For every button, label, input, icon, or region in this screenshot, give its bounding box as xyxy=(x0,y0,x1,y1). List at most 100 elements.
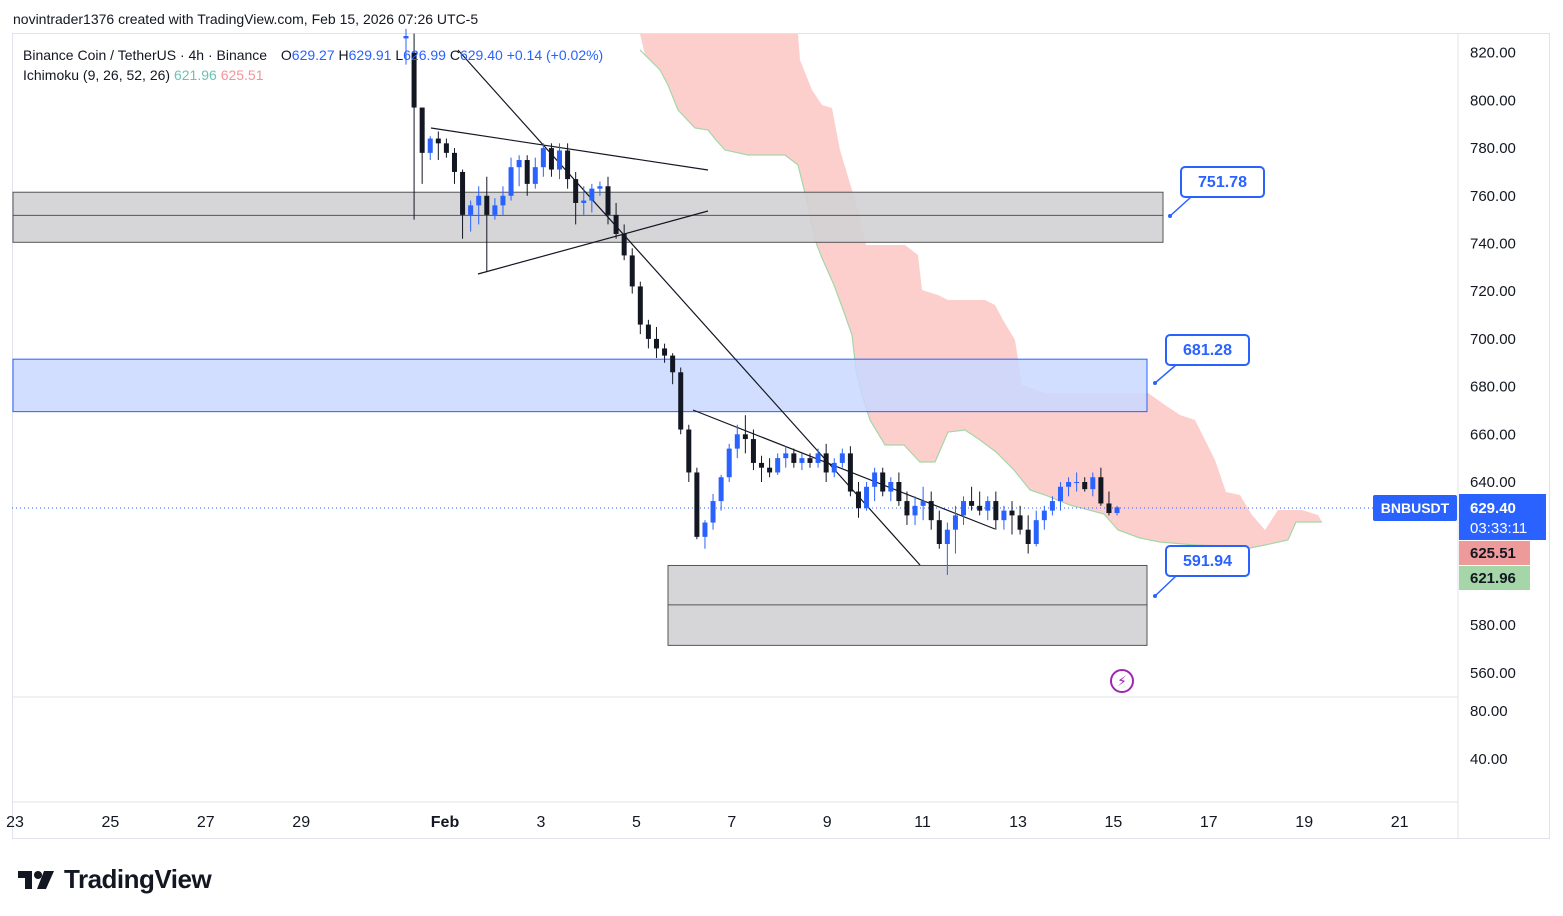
symbol-name[interactable]: Binance Coin / TetherUS · 4h · Binance xyxy=(23,47,268,63)
candle xyxy=(1049,496,1055,516)
indicator-name[interactable]: Ichimoku (9, 26, 52, 26) xyxy=(23,67,171,83)
callout-pointer xyxy=(1154,364,1177,384)
lightning-icon[interactable]: ⚡ xyxy=(1110,669,1134,693)
candle-body xyxy=(775,458,781,473)
candle-body xyxy=(581,200,587,203)
candle-body xyxy=(694,472,700,537)
chart-legend: Binance Coin / TetherUS · 4h · Binance O… xyxy=(23,45,603,85)
candle xyxy=(775,453,781,475)
candle-body xyxy=(864,486,870,509)
callout-anchor xyxy=(1153,594,1157,598)
time-tick-label: 11 xyxy=(914,814,931,831)
price-tick-label: 780.00 xyxy=(1470,140,1516,157)
candle xyxy=(920,486,926,521)
time-tick-label: 5 xyxy=(632,814,641,831)
candle xyxy=(1074,472,1080,492)
candle-body xyxy=(629,255,635,287)
last-price-text: 629.40 xyxy=(1470,500,1516,517)
time-tick-label: Feb xyxy=(431,814,460,831)
indicator-value-red: 625.51 xyxy=(220,67,264,83)
candle xyxy=(1082,477,1088,492)
candle-body xyxy=(443,143,449,153)
candle-body xyxy=(823,453,829,473)
high-value: 629.91 xyxy=(348,47,392,63)
brand-name: TradingView xyxy=(64,864,212,894)
candle xyxy=(750,429,756,471)
candle xyxy=(508,157,514,201)
price-tick-label: 760.00 xyxy=(1470,188,1516,205)
candle xyxy=(952,505,958,554)
candle xyxy=(1090,472,1096,497)
candle-body xyxy=(540,148,546,168)
low-label: L xyxy=(395,47,404,63)
candle xyxy=(791,448,797,468)
tradingview-logo-icon xyxy=(18,870,54,889)
candle-body xyxy=(977,505,983,511)
candle-body xyxy=(1057,486,1063,502)
indicator-legend-row[interactable]: Ichimoku (9, 26, 52, 26) 621.96 625.51 xyxy=(23,65,603,85)
minor-downtrend-line xyxy=(692,409,996,530)
candle-body xyxy=(1082,482,1088,490)
triangle-lower-line xyxy=(477,210,709,275)
candle-body xyxy=(969,501,975,506)
candle-body xyxy=(750,439,756,463)
candle xyxy=(831,458,837,478)
price-tick-label: 660.00 xyxy=(1470,426,1516,443)
price-callout[interactable]: 751.78 xyxy=(1168,166,1265,218)
callout-pointer xyxy=(1154,575,1177,597)
tradingview-logo[interactable]: TradingView xyxy=(16,864,212,895)
candle-body xyxy=(557,150,563,170)
candle-body xyxy=(767,467,773,473)
candle-body xyxy=(734,434,740,449)
candle xyxy=(872,467,878,502)
candle-body xyxy=(815,453,821,463)
candle xyxy=(783,446,789,468)
candle xyxy=(742,415,748,454)
candle-body xyxy=(1041,510,1047,521)
candle xyxy=(557,143,563,180)
high-label: H xyxy=(338,47,349,63)
price-callout[interactable]: 681.28 xyxy=(1153,334,1250,385)
symbol-badge[interactable]: BNBUSDT xyxy=(1373,495,1457,521)
candle-body xyxy=(952,515,958,530)
resistance-zone-mid xyxy=(12,358,1148,413)
candle-body xyxy=(791,453,797,463)
candle-body xyxy=(645,324,651,339)
candle-body xyxy=(589,188,595,201)
time-tick-label: 7 xyxy=(727,814,736,831)
candle xyxy=(605,176,611,225)
open-value: 629.27 xyxy=(291,47,335,63)
candle-body xyxy=(702,522,708,537)
candle xyxy=(1033,510,1039,547)
candle xyxy=(637,281,643,335)
time-tick-label: 27 xyxy=(197,814,215,831)
cloud-lower-edge xyxy=(639,49,1322,549)
candle xyxy=(1057,482,1063,511)
close-label: C xyxy=(449,47,460,63)
symbol-legend-row[interactable]: Binance Coin / TetherUS · 4h · Binance O… xyxy=(23,45,603,65)
candle xyxy=(759,455,765,482)
candle xyxy=(460,169,466,239)
price-tick-label: 800.00 xyxy=(1470,92,1516,109)
candle xyxy=(985,496,991,521)
candle-body xyxy=(403,36,409,39)
candle-body xyxy=(855,491,861,509)
candle-body xyxy=(613,214,619,234)
candle xyxy=(548,143,554,177)
candle-body xyxy=(1114,507,1120,514)
price-callout[interactable]: 591.94 xyxy=(1153,545,1250,598)
lower-pane-tick-label: 80.00 xyxy=(1470,703,1508,720)
price-tick-label: 580.00 xyxy=(1470,617,1516,634)
candle xyxy=(855,482,861,518)
candle xyxy=(807,453,813,468)
candle-body xyxy=(783,453,789,459)
candle-body xyxy=(904,501,910,516)
candle-body xyxy=(888,482,894,492)
candle xyxy=(1025,515,1031,554)
candle-body xyxy=(944,529,950,545)
price-axis: 820.00 800.00 780.00 760.00 740.00 720.00 700.… xyxy=(1470,45,1516,768)
candle-body xyxy=(670,355,676,373)
candle xyxy=(403,28,409,65)
chart-caption: novintrader1376 created with TradingView… xyxy=(13,11,479,27)
